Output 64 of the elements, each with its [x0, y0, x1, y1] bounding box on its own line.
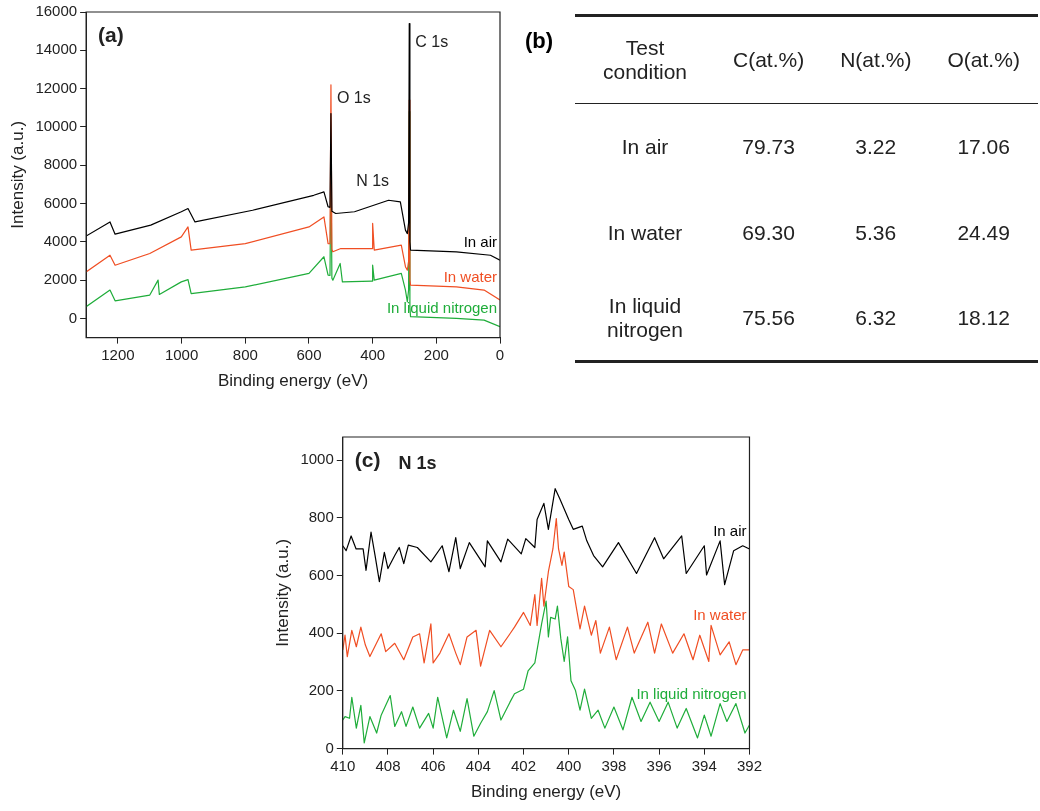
text: O(at.%) — [946, 47, 1021, 73]
text: In air — [620, 133, 670, 160]
text: 5.36 — [854, 219, 898, 246]
y-tick-label: 10000 — [35, 117, 78, 135]
annotation: O 1s — [336, 88, 371, 106]
y-tick-label: 400 — [308, 623, 334, 641]
x-tick-label: 1000 — [164, 345, 199, 363]
text: 75.56 — [741, 304, 796, 331]
x-tick-label: 396 — [646, 756, 672, 774]
series-label: In water — [693, 606, 747, 624]
x-tick-label: 408 — [375, 756, 401, 774]
text: 18.12 — [956, 304, 1011, 331]
x-tick-label: 800 — [232, 345, 258, 363]
text: (a) — [98, 23, 124, 46]
y-axis-title: Intensity (a.u.) — [272, 538, 292, 647]
x-tick-label: 0 — [495, 345, 505, 363]
x-tick-label: 410 — [330, 756, 356, 774]
text: 17.06 — [956, 133, 1011, 160]
series-label: In air — [713, 521, 747, 539]
x-axis-title: Binding energy (eV) — [471, 782, 622, 802]
text: 3.22 — [854, 133, 898, 160]
y-tick-label: 16000 — [35, 2, 78, 20]
series-label: In water — [443, 267, 497, 285]
text: (c) — [354, 448, 381, 471]
x-tick-label: 406 — [420, 756, 446, 774]
text: 69.30 — [741, 219, 796, 246]
y-axis-title: Intensity (a.u.) — [7, 120, 27, 229]
x-tick-label: 398 — [601, 756, 627, 774]
y-tick-label: 1000 — [300, 450, 334, 468]
text: N 1s — [398, 453, 437, 473]
y-tick-label: 4000 — [43, 231, 78, 249]
text: In liquid nitrogen — [606, 292, 684, 343]
text: C(at.%) — [732, 47, 806, 73]
x-tick-label: 404 — [465, 756, 491, 774]
y-tick-label: 600 — [308, 565, 334, 583]
x-axis-title: Binding energy (eV) — [217, 371, 369, 391]
x-tick-label: 600 — [296, 345, 322, 363]
text: (b) — [525, 28, 554, 54]
text: 79.73 — [741, 133, 796, 160]
text: In water — [606, 219, 684, 246]
y-tick-label: 6000 — [43, 193, 78, 211]
x-tick-label: 400 — [556, 756, 582, 774]
series-label: In liquid nitrogen — [636, 684, 747, 702]
y-tick-label: 0 — [325, 738, 334, 756]
y-tick-label: 12000 — [35, 78, 78, 96]
x-tick-label: 200 — [423, 345, 449, 363]
y-tick-label: 8000 — [43, 155, 78, 173]
annotation: C 1s — [415, 33, 449, 51]
annotation: N 1s — [356, 171, 390, 189]
x-tick-label: 394 — [691, 756, 717, 774]
x-tick-label: 400 — [360, 345, 386, 363]
y-tick-label: 14000 — [35, 40, 78, 58]
x-tick-label: 392 — [736, 756, 762, 774]
y-tick-label: 2000 — [43, 270, 78, 288]
x-tick-label: 1200 — [101, 345, 135, 363]
text: N(at.%) — [839, 47, 913, 73]
y-tick-label: 200 — [308, 681, 334, 699]
text: 24.49 — [956, 219, 1011, 246]
y-tick-label: 0 — [68, 308, 78, 326]
series-label: In air — [463, 232, 497, 250]
y-tick-label: 800 — [308, 507, 334, 525]
text: 6.32 — [854, 304, 898, 331]
x-tick-label: 402 — [511, 756, 537, 774]
text: Test condition — [601, 35, 689, 85]
